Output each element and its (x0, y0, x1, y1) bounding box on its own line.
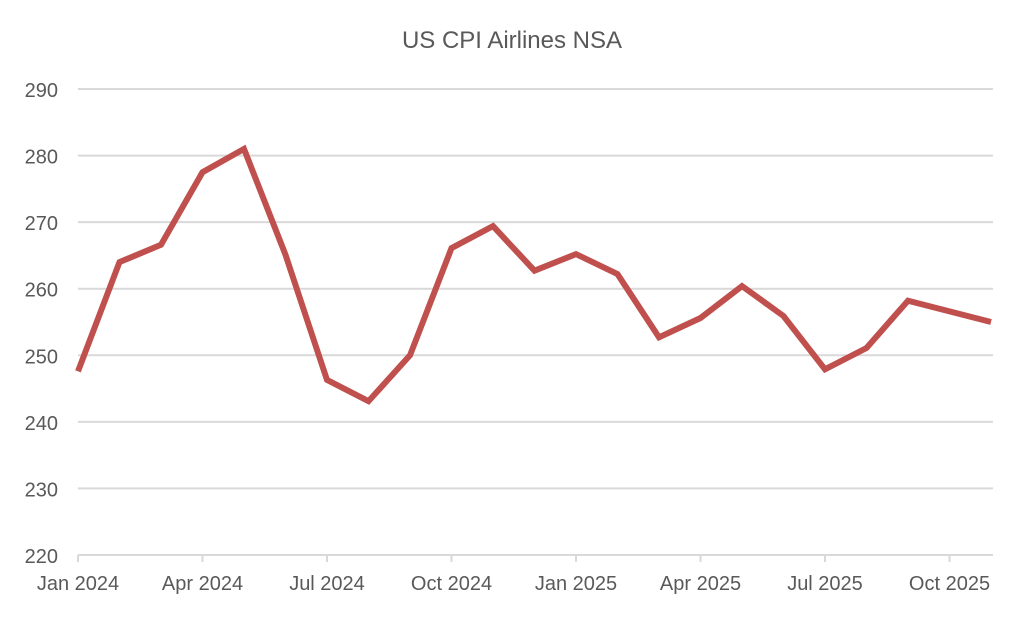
y-tick-label: 240 (25, 413, 58, 435)
y-tick-label: 260 (25, 280, 58, 302)
y-tick-label: 220 (25, 546, 58, 568)
x-tick-label: Oct 2024 (411, 573, 492, 595)
grid (78, 89, 993, 555)
y-axis: 220 230 240 250 260 270 280 290 (25, 80, 58, 568)
series-group (78, 149, 991, 402)
y-tick-label: 230 (25, 479, 58, 501)
y-tick-label: 270 (25, 213, 58, 235)
y-tick-label: 290 (25, 80, 58, 102)
x-tick-label: Jul 2024 (289, 573, 365, 595)
x-tick-label: Jan 2024 (37, 573, 119, 595)
y-tick-label: 250 (25, 346, 58, 368)
x-axis: Jan 2024 Apr 2024 Jul 2024 Oct 2024 Jan 2025… (37, 555, 990, 595)
x-tick-label: Oct 2025 (909, 573, 990, 595)
x-tick-label: Jan 2025 (535, 573, 617, 595)
chart-title: US CPI Airlines NSA (402, 27, 622, 54)
series-line (78, 149, 991, 401)
x-tick-label: Apr 2024 (162, 573, 243, 595)
x-tick-label: Apr 2025 (660, 573, 741, 595)
y-tick-label: 280 (25, 147, 58, 169)
x-tick-label: Jul 2025 (787, 573, 863, 595)
